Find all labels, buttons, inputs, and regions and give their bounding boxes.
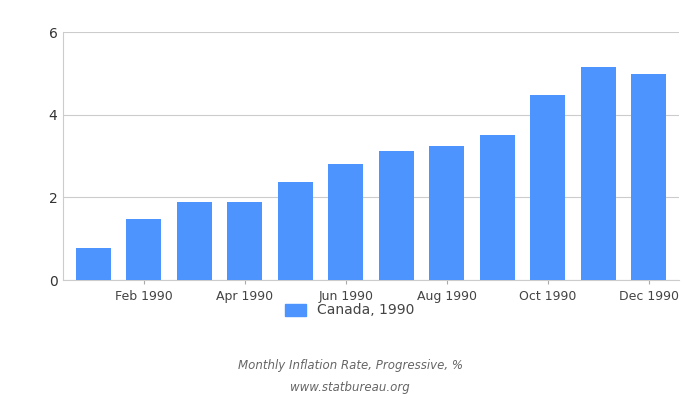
Text: Monthly Inflation Rate, Progressive, %: Monthly Inflation Rate, Progressive, % [237,360,463,372]
Bar [480,134,515,280]
Bar [328,164,363,280]
Bar [530,95,566,280]
Bar [176,202,212,280]
Bar [580,67,616,280]
Bar [631,74,666,280]
Bar [126,219,162,280]
Bar [429,146,464,280]
Text: www.statbureau.org: www.statbureau.org [290,382,410,394]
Bar [76,248,111,280]
Bar [227,202,262,280]
Bar [379,151,414,280]
Bar [278,182,313,280]
Legend: Canada, 1990: Canada, 1990 [280,298,420,323]
